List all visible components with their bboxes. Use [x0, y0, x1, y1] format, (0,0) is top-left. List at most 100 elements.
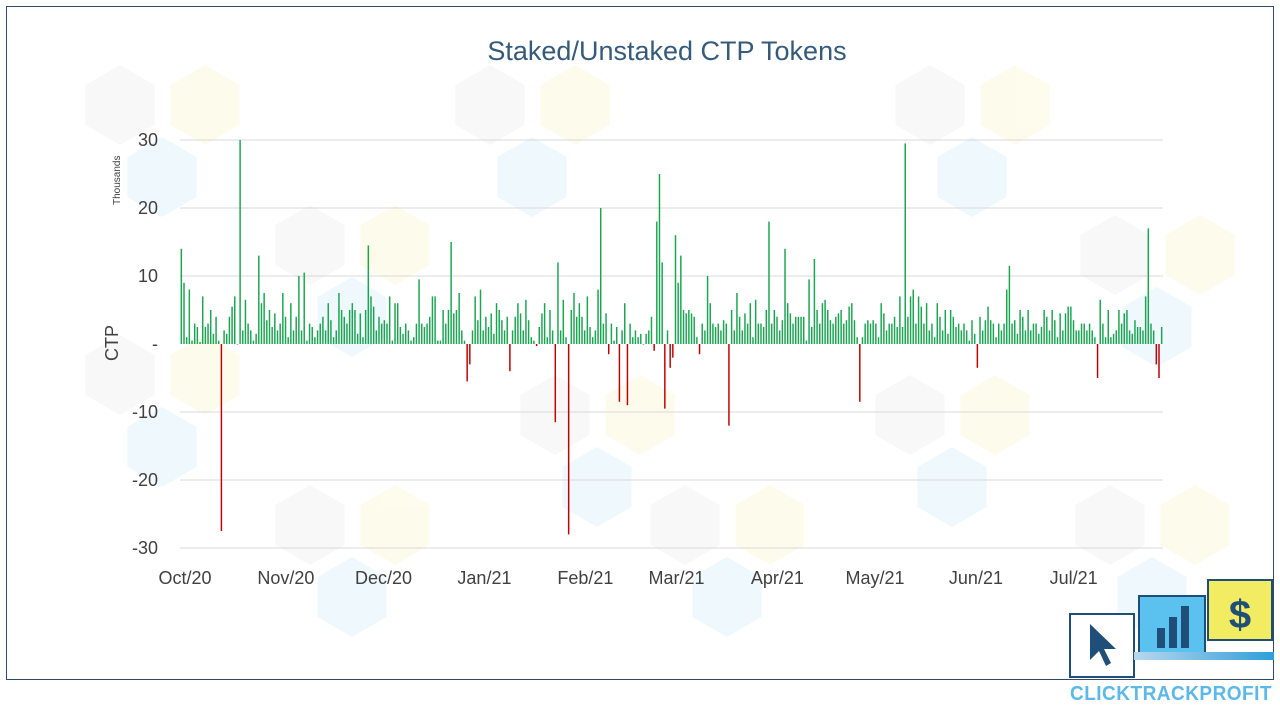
bar	[979, 316, 981, 344]
y-tick-label: -30	[132, 538, 158, 558]
bar	[931, 323, 933, 344]
bar	[1099, 299, 1101, 344]
watermark-hexagon	[1165, 215, 1235, 295]
bar	[498, 310, 500, 344]
bar	[244, 299, 247, 344]
bar	[447, 310, 450, 344]
watermark-hexagon	[735, 485, 805, 565]
bar	[717, 323, 719, 344]
bar	[904, 143, 906, 344]
bar	[1062, 330, 1064, 344]
bar	[664, 344, 666, 409]
bar	[1083, 323, 1085, 344]
bar	[250, 330, 252, 344]
watermark-hexagon	[85, 335, 155, 415]
bar	[193, 323, 196, 344]
bar	[936, 303, 939, 344]
bar	[899, 296, 901, 344]
bar	[442, 310, 444, 344]
bar	[1112, 333, 1115, 344]
bar	[845, 320, 848, 344]
y-axis-ticks: 30 20 10 - -10 -20 -30	[132, 130, 158, 558]
bar	[923, 323, 925, 344]
bar	[835, 316, 837, 344]
bar	[1016, 333, 1019, 344]
bar	[690, 313, 693, 344]
bar	[418, 279, 420, 344]
bar	[917, 296, 920, 344]
bar	[1158, 344, 1160, 378]
bar	[920, 306, 922, 344]
x-tick-label: Mar/21	[648, 568, 704, 588]
bar	[466, 344, 468, 382]
bar	[669, 344, 671, 368]
bar	[322, 316, 324, 344]
bar	[391, 340, 394, 344]
bar	[266, 320, 268, 344]
bar	[1070, 306, 1072, 344]
bar	[287, 337, 289, 344]
bar	[252, 340, 255, 344]
bar	[781, 320, 784, 344]
bar	[458, 293, 460, 344]
bar	[535, 344, 538, 347]
bar	[263, 293, 265, 344]
bar	[567, 344, 570, 535]
bar	[968, 340, 971, 344]
bar	[351, 303, 354, 344]
bar	[752, 337, 754, 344]
bar	[554, 344, 557, 423]
bar	[434, 296, 436, 344]
bar	[1040, 327, 1043, 344]
x-tick-label: Jul/21	[1050, 568, 1098, 588]
watermark-hexagon	[1160, 485, 1230, 565]
bar	[386, 323, 388, 344]
bar	[1038, 333, 1040, 344]
bar	[234, 296, 236, 344]
bar	[477, 320, 479, 344]
bar	[303, 272, 305, 344]
bar	[896, 327, 898, 344]
bar	[768, 221, 770, 344]
bar	[800, 316, 802, 344]
bar	[701, 323, 703, 344]
bar	[594, 330, 597, 344]
bar	[677, 282, 679, 344]
x-axis-ticks: Oct/20 Nov/20 Dec/20 Jan/21 Feb/21 Mar/21 Apr/…	[158, 568, 1097, 588]
bar	[674, 235, 677, 344]
bar	[784, 248, 786, 344]
bar	[180, 248, 183, 344]
watermark-hexagon	[540, 65, 610, 145]
bar	[658, 174, 661, 344]
bar	[602, 323, 605, 344]
bar	[410, 340, 412, 344]
bar	[973, 333, 976, 344]
bar	[1035, 323, 1037, 344]
bar	[485, 316, 487, 344]
bar	[704, 330, 706, 344]
bar	[733, 330, 736, 344]
bar	[829, 320, 832, 344]
bar	[1027, 310, 1029, 344]
dollar-icon: $	[1229, 593, 1251, 637]
bar	[429, 316, 431, 344]
bar	[808, 279, 810, 344]
bar	[605, 313, 607, 344]
bar	[645, 333, 647, 344]
bar	[736, 293, 738, 344]
bar	[463, 340, 466, 344]
bar	[1000, 330, 1003, 344]
bar	[706, 276, 709, 344]
bar	[656, 221, 658, 344]
bar	[445, 323, 447, 344]
bar	[404, 323, 407, 344]
bar	[453, 313, 455, 344]
y-tick-label: 30	[138, 130, 158, 150]
bar	[1102, 323, 1104, 344]
bar	[1046, 316, 1048, 344]
bar	[971, 320, 973, 344]
bar	[629, 323, 631, 344]
watermark-hexagon	[497, 137, 567, 217]
bar	[650, 316, 653, 344]
bar	[586, 296, 589, 344]
